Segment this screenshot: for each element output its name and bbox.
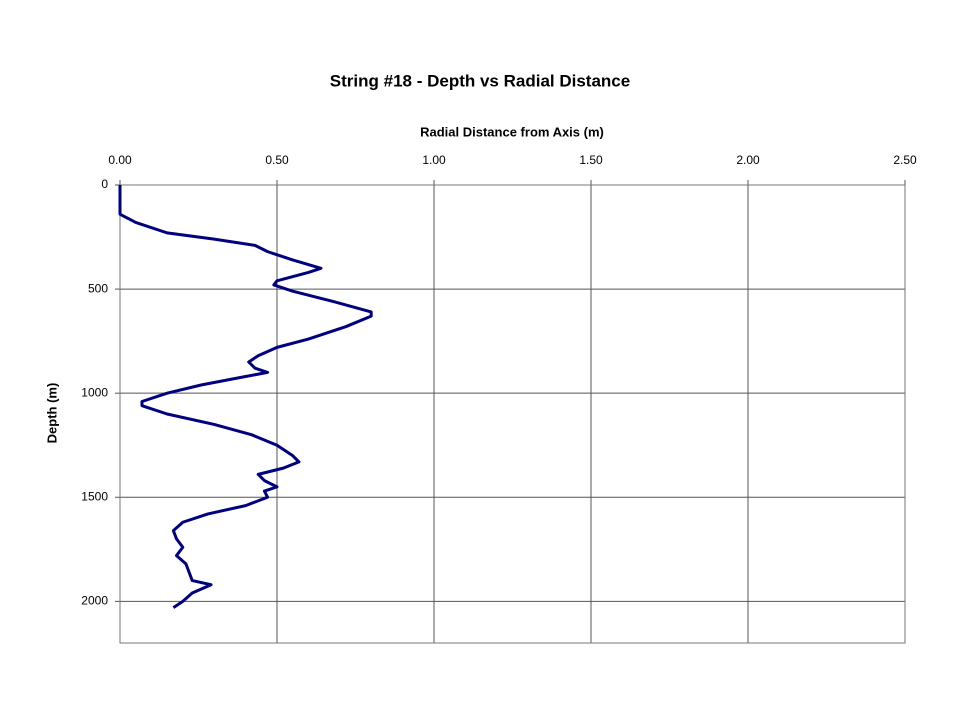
x-tick-label: 2.00 [736, 153, 760, 167]
x-tick-label: 0.00 [108, 153, 132, 167]
y-tick-label: 0 [101, 177, 108, 191]
y-tick-label: 1500 [81, 489, 108, 503]
y-tick-label: 500 [88, 281, 108, 295]
x-tick-label: 0.50 [265, 153, 289, 167]
y-axis-label: Depth (m) [44, 383, 59, 444]
data-line [118, 185, 373, 609]
chart-title: String #18 - Depth vs Radial Distance [330, 71, 630, 90]
y-tick-label: 2000 [81, 594, 108, 608]
x-tick-label: 1.00 [422, 153, 446, 167]
y-tick-label: 1000 [81, 385, 108, 399]
plot-frame [119, 184, 906, 644]
x-tick-label: 2.50 [893, 153, 917, 167]
x-tick-label: 1.50 [579, 153, 603, 167]
x-axis-label: Radial Distance from Axis (m) [420, 124, 604, 139]
